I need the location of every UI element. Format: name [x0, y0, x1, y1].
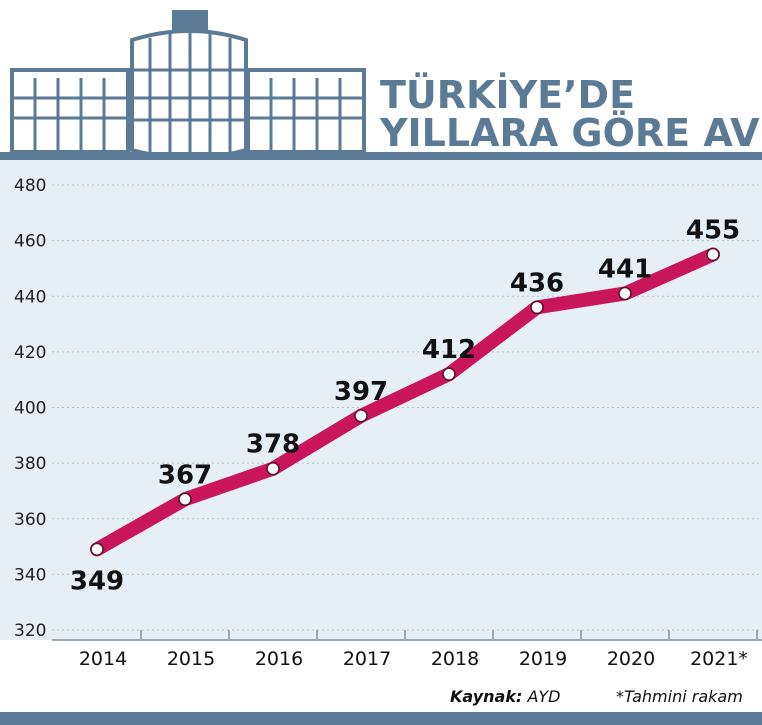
y-tick-label: 420: [14, 343, 46, 363]
footer-bar: [0, 712, 762, 725]
data-point: [354, 409, 368, 423]
data-label: 412: [422, 335, 476, 365]
series-line-group: [90, 247, 720, 557]
mall-building-icon: [10, 10, 366, 160]
title-line-2: YILLARA GÖRE AVM SAYISI: [379, 111, 762, 155]
y-tick-label: 340: [14, 565, 46, 585]
source-note: Kaynak: AYD: [450, 686, 561, 708]
y-tick-label: 360: [14, 510, 46, 530]
y-tick-label: 380: [14, 454, 46, 474]
data-point: [90, 542, 104, 557]
y-tick-label: 460: [14, 232, 46, 252]
data-point: [706, 247, 720, 262]
estimate-note: *Tahmini rakam: [616, 687, 743, 706]
x-axis-ticks: 2014 2015 2016 2017 2018 2019 2020 2021*: [79, 630, 758, 670]
title-line-1: TÜRKİYE’DE: [380, 73, 635, 117]
y-tick-label: 400: [14, 399, 46, 419]
data-point: [266, 461, 280, 476]
data-point: [178, 492, 192, 507]
y-tick-label: 440: [14, 287, 46, 307]
data-label: 397: [334, 377, 388, 407]
data-label: 378: [246, 430, 300, 460]
x-tick-label: 2021*: [690, 648, 748, 670]
x-tick-label: 2017: [343, 648, 391, 670]
data-point: [618, 286, 632, 301]
data-label: 367: [158, 460, 212, 490]
data-point: [530, 300, 544, 315]
y-tick-label: 320: [14, 621, 46, 641]
y-axis-ticks: 320 340 360 380 400 420 440 460 480: [14, 176, 46, 641]
data-label: 436: [510, 268, 564, 298]
grid-lines: [52, 184, 762, 631]
data-labels: 349 367 378 397 412 436 441 455: [70, 216, 740, 597]
x-tick-label: 2020: [607, 648, 655, 670]
y-tick-label: 480: [14, 176, 46, 196]
source-label: Kaynak:: [450, 687, 523, 706]
series-line: [90, 247, 720, 557]
source-value: AYD: [527, 687, 561, 706]
x-tick-label: 2015: [167, 648, 215, 670]
data-point: [442, 367, 456, 381]
x-tick-label: 2019: [519, 648, 567, 670]
x-tick-label: 2018: [431, 648, 479, 670]
x-tick-label: 2016: [255, 648, 303, 670]
data-label: 455: [686, 216, 740, 246]
x-tick-label: 2014: [79, 648, 127, 670]
header-rule: [0, 152, 762, 160]
data-label: 441: [598, 254, 652, 284]
data-label: 349: [70, 566, 124, 596]
x-axis-band: [0, 640, 762, 686]
